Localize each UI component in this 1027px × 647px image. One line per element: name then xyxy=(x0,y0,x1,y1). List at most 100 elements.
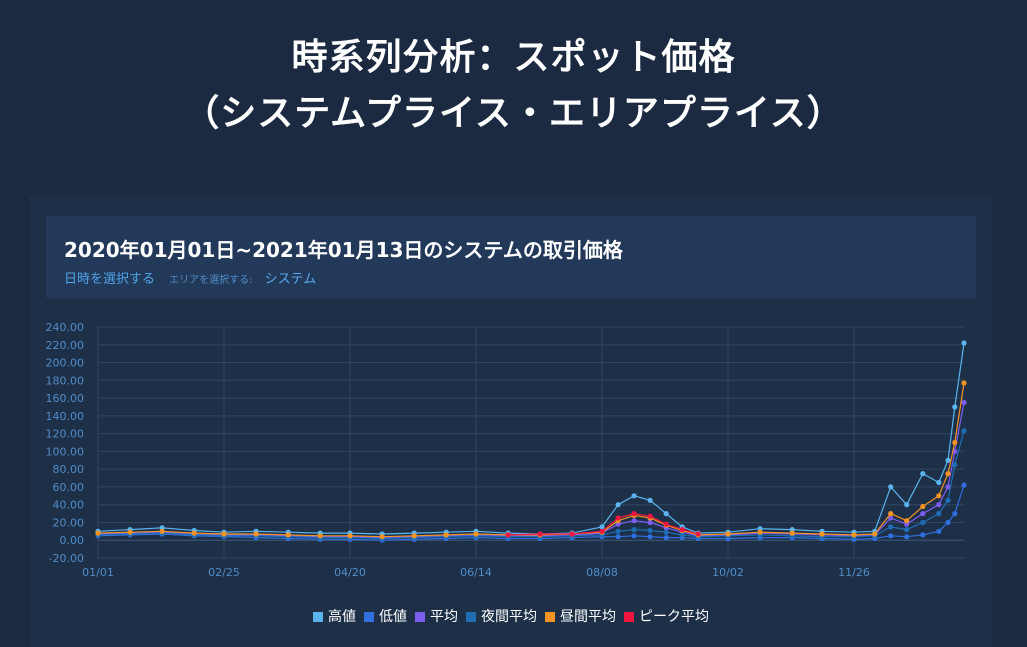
y-tick-label: 120.00 xyxy=(46,428,85,441)
legend-item-5[interactable]: 昼間平均 xyxy=(545,606,616,626)
data-point xyxy=(789,530,795,536)
data-point xyxy=(599,528,605,534)
data-point xyxy=(379,534,385,540)
y-tick-label: -20.00 xyxy=(49,552,84,565)
data-point xyxy=(647,527,653,534)
legend-label: 夜間平均 xyxy=(481,609,537,625)
data-point xyxy=(191,530,197,536)
chart-legend: 高値 低値 平均 夜間平均 昼間平均 ピーク平均 xyxy=(30,606,992,626)
date-select-link[interactable]: 日時を選択する xyxy=(64,272,156,287)
legend-item-2[interactable]: 低値 xyxy=(364,606,407,626)
data-point xyxy=(679,532,685,538)
legend-swatch xyxy=(545,612,555,622)
data-point xyxy=(920,503,926,510)
chart-title: 2020年01月01日~2021年01月13日のシステムの取引価格 xyxy=(64,238,623,262)
data-point xyxy=(615,528,621,534)
series-line-5 xyxy=(97,382,965,538)
data-point xyxy=(647,513,653,519)
data-point xyxy=(663,521,669,527)
data-point xyxy=(599,524,605,530)
data-point xyxy=(679,527,685,533)
data-point xyxy=(920,519,926,526)
legend-item-1[interactable]: 高値 xyxy=(313,606,356,626)
data-point xyxy=(317,533,323,539)
data-point xyxy=(936,493,942,499)
data-point xyxy=(888,524,894,530)
data-point xyxy=(920,511,926,517)
data-point xyxy=(961,380,967,386)
data-point xyxy=(872,531,878,537)
data-point xyxy=(631,533,637,539)
data-point xyxy=(961,340,967,346)
data-point xyxy=(473,531,479,537)
data-point xyxy=(888,511,894,517)
data-point xyxy=(615,502,621,508)
page-title-line1: 時系列分析：スポット価格 xyxy=(291,37,736,78)
legend-item-6[interactable]: ピーク平均 xyxy=(624,606,709,626)
x-tick-label: 08/08 xyxy=(586,566,618,579)
data-point xyxy=(615,515,621,521)
data-point xyxy=(757,529,763,535)
legend-label: 高値 xyxy=(328,609,356,625)
y-tick-label: 140.00 xyxy=(46,410,85,423)
data-point xyxy=(945,484,951,490)
data-point xyxy=(347,533,353,539)
data-point xyxy=(945,519,951,526)
x-tick-label: 10/02 xyxy=(712,566,744,579)
data-point xyxy=(631,518,637,524)
y-tick-label: 240.00 xyxy=(46,321,85,334)
data-point xyxy=(936,511,942,517)
data-point xyxy=(537,531,543,537)
data-point xyxy=(411,533,417,539)
series-line-3 xyxy=(97,402,965,539)
y-tick-label: 80.00 xyxy=(53,463,85,476)
data-point xyxy=(936,502,942,508)
data-point xyxy=(725,531,731,537)
legend-swatch xyxy=(364,612,374,622)
series-line-4 xyxy=(97,430,965,540)
data-point xyxy=(851,532,857,538)
data-point xyxy=(221,531,227,537)
data-point xyxy=(904,518,910,524)
data-point xyxy=(888,484,894,490)
x-tick-label: 02/25 xyxy=(208,566,240,579)
data-point xyxy=(663,529,669,535)
data-point xyxy=(945,471,951,477)
x-tick-label: 01/01 xyxy=(82,566,114,579)
series-line-1 xyxy=(97,342,965,535)
data-point xyxy=(920,471,926,477)
legend-label: ピーク平均 xyxy=(639,609,709,625)
chart-controls: 日時を選択する エリアを選択する: システム xyxy=(64,268,316,287)
area-select-label: エリアを選択する: xyxy=(169,275,253,286)
data-point xyxy=(631,527,637,533)
x-tick-label: 06/14 xyxy=(460,566,492,579)
y-tick-label: 0.00 xyxy=(60,534,85,547)
y-tick-label: 40.00 xyxy=(53,499,85,512)
y-tick-label: 200.00 xyxy=(46,357,85,370)
data-point xyxy=(952,511,958,517)
legend-item-3[interactable]: 平均 xyxy=(415,606,458,626)
data-point xyxy=(888,533,894,539)
legend-swatch xyxy=(466,612,476,622)
data-point xyxy=(663,535,669,541)
data-point xyxy=(936,479,942,486)
data-point xyxy=(945,457,951,463)
data-point xyxy=(615,534,621,540)
legend-item-4[interactable]: 夜間平均 xyxy=(466,606,537,626)
data-point xyxy=(647,519,653,526)
data-point xyxy=(631,493,637,499)
area-select-dropdown[interactable]: システム xyxy=(264,272,317,287)
price-chart: 240.00 220.00 200.00 180.00 160.00 140.00 120.… xyxy=(46,321,967,579)
legend-swatch xyxy=(415,612,425,622)
legend-label: 昼間平均 xyxy=(560,609,616,625)
y-tick-label: 180.00 xyxy=(46,374,85,387)
data-point xyxy=(505,532,511,538)
data-point xyxy=(961,399,967,406)
series-line-2 xyxy=(97,484,965,541)
legend-swatch xyxy=(624,612,634,622)
chart-panel: 2020年01月01日~2021年01月13日のシステムの取引価格 日時を選択す… xyxy=(30,196,992,647)
x-tick-label: 11/26 xyxy=(838,566,870,579)
y-tick-label: 220.00 xyxy=(46,339,85,352)
data-point xyxy=(920,532,926,538)
y-tick-label: 60.00 xyxy=(53,481,85,494)
